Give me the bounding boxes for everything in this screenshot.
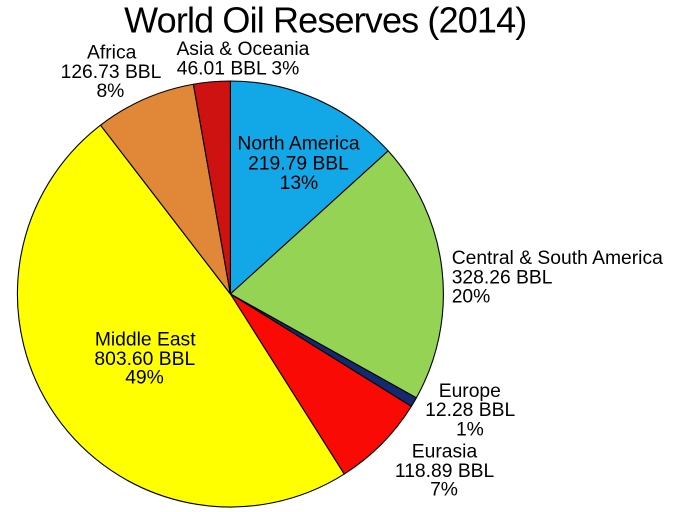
svg-text:20%: 20% (452, 287, 491, 308)
svg-text:126.73 BBL: 126.73 BBL (61, 62, 162, 83)
svg-text:Europe: Europe (439, 381, 501, 402)
svg-text:Asia & Oceania: Asia & Oceania (176, 39, 309, 60)
svg-text:Africa: Africa (87, 43, 137, 64)
svg-text:49%: 49% (125, 367, 164, 388)
svg-text:219.79 BBL: 219.79 BBL (248, 154, 349, 175)
svg-text:12.28 BBL: 12.28 BBL (425, 400, 515, 421)
svg-text:Middle East: Middle East (95, 330, 196, 351)
svg-text:328.26 BBL: 328.26 BBL (452, 267, 553, 288)
svg-text:803.60 BBL: 803.60 BBL (94, 349, 195, 370)
svg-text:46.01 BBL 3%: 46.01 BBL 3% (177, 58, 300, 79)
svg-text:7%: 7% (430, 480, 458, 501)
svg-text:118.89 BBL: 118.89 BBL (395, 461, 495, 482)
svg-text:North America: North America (237, 134, 359, 155)
svg-text:Eurasia: Eurasia (412, 441, 478, 462)
svg-text:World Oil Reserves (2014): World Oil Reserves (2014) (124, 0, 526, 41)
svg-text:8%: 8% (96, 81, 124, 102)
svg-text:Central & South America: Central & South America (452, 248, 663, 269)
svg-text:1%: 1% (456, 419, 484, 440)
svg-text:13%: 13% (280, 173, 319, 194)
